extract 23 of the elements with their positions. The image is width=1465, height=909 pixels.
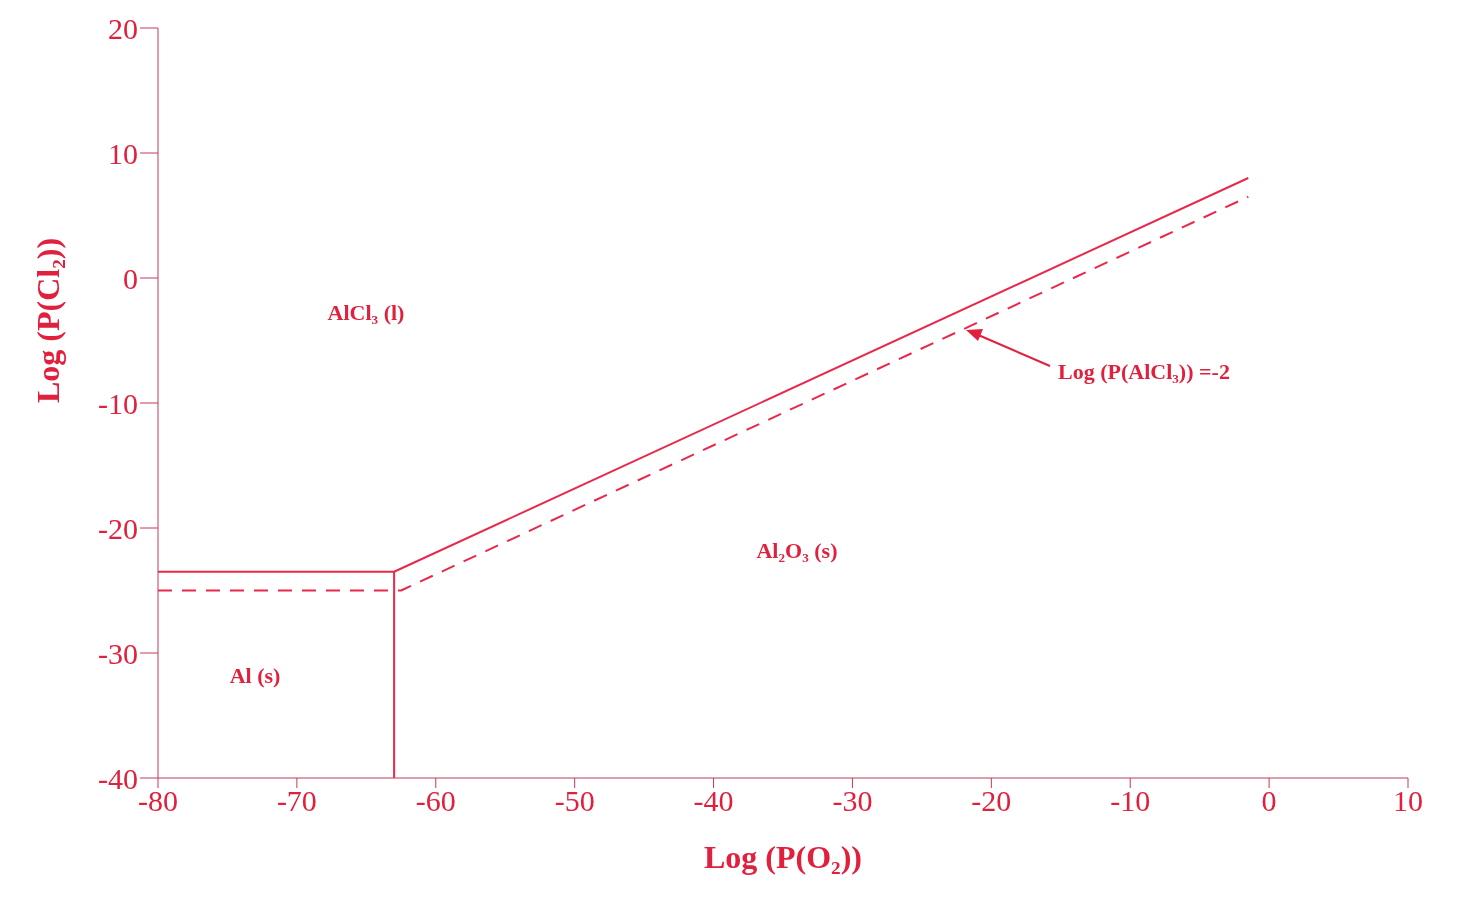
- x-axis-title: Log (P(O₂)): [704, 839, 862, 875]
- annotation: Al (s): [229, 663, 281, 689]
- x-tick-label: 0: [1261, 784, 1277, 818]
- x-tick-label: -50: [554, 784, 595, 818]
- x-tick-label: -40: [693, 784, 734, 818]
- annotation: Al₂O₃ (s): [756, 538, 838, 564]
- x-tick-label: 10: [1393, 784, 1423, 818]
- y-tick-label: 20: [108, 11, 138, 45]
- y-tick-label: -30: [98, 636, 138, 670]
- y-tick-label: 10: [108, 136, 138, 170]
- annotation: AlCl₃ (l): [327, 300, 405, 326]
- y-tick-label: -20: [98, 511, 138, 545]
- y-tick-label: 0: [123, 261, 138, 295]
- x-tick-label: -60: [415, 784, 456, 818]
- y-tick-label: -40: [98, 761, 138, 795]
- x-tick-label: -70: [276, 784, 317, 818]
- y-axis-title: Log (P(Cl₂)): [30, 237, 67, 403]
- x-tick-label: -30: [832, 784, 873, 818]
- x-tick-label: -20: [971, 784, 1012, 818]
- annotation: Log (P(AlCl₃)) =-2: [1058, 359, 1230, 385]
- x-tick-label: -80: [138, 784, 178, 818]
- x-tick-label: -10: [1110, 784, 1151, 818]
- y-tick-label: -10: [98, 386, 138, 420]
